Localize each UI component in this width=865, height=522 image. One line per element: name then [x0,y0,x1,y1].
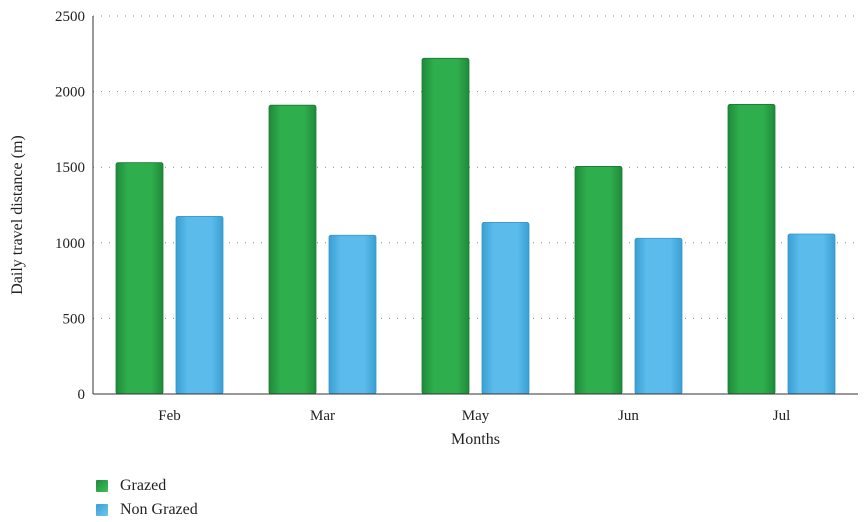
bars [115,57,836,395]
legend-swatch-grazed [96,480,108,492]
legend-item-grazed: Grazed [96,474,198,498]
bar-non-grazed-may [481,221,530,395]
bar-grazed-feb [115,162,164,395]
y-tick-label-2500: 2500 [55,9,85,25]
legend-swatch-non-grazed [96,504,108,516]
y-axis-title: Daily travel distance (m) [9,135,26,295]
bar-grazed-may [421,57,470,395]
y-tick-label-500: 500 [63,311,86,327]
x-tick-labels: Feb Mar May Jun Jul [158,408,790,424]
y-tick-label-0: 0 [78,387,86,403]
bar-grazed-jun [574,166,623,395]
bar-grazed-jul [727,104,776,395]
x-tick-label-jun: Jun [618,408,639,424]
legend-item-non-grazed: Non Grazed [96,498,198,522]
x-tick-label-may: May [462,408,490,424]
y-tick-label-1500: 1500 [55,160,85,176]
bar-grazed-mar [268,104,317,395]
x-tick-label-feb: Feb [158,408,181,424]
legend-label-grazed: Grazed [120,477,167,494]
bar-non-grazed-jul [787,233,836,395]
bar-chart: 0 500 1000 1500 2000 2500 Feb Mar May Jun Jul Mon… [9,9,858,448]
bar-non-grazed-jun [634,237,683,395]
bar-non-grazed-feb [175,215,224,395]
bar-non-grazed-mar [328,234,377,395]
x-tick-label-jul: Jul [773,408,791,424]
y-tick-label-2000: 2000 [55,85,85,101]
x-axis-title: Months [451,431,500,448]
y-tick-labels: 0 500 1000 1500 2000 2500 [55,9,85,403]
legend-label-non-grazed: Non Grazed [120,501,198,518]
legend: Grazed Non Grazed [96,474,198,522]
y-tick-label-1000: 1000 [55,236,85,252]
x-tick-label-mar: Mar [310,408,335,424]
